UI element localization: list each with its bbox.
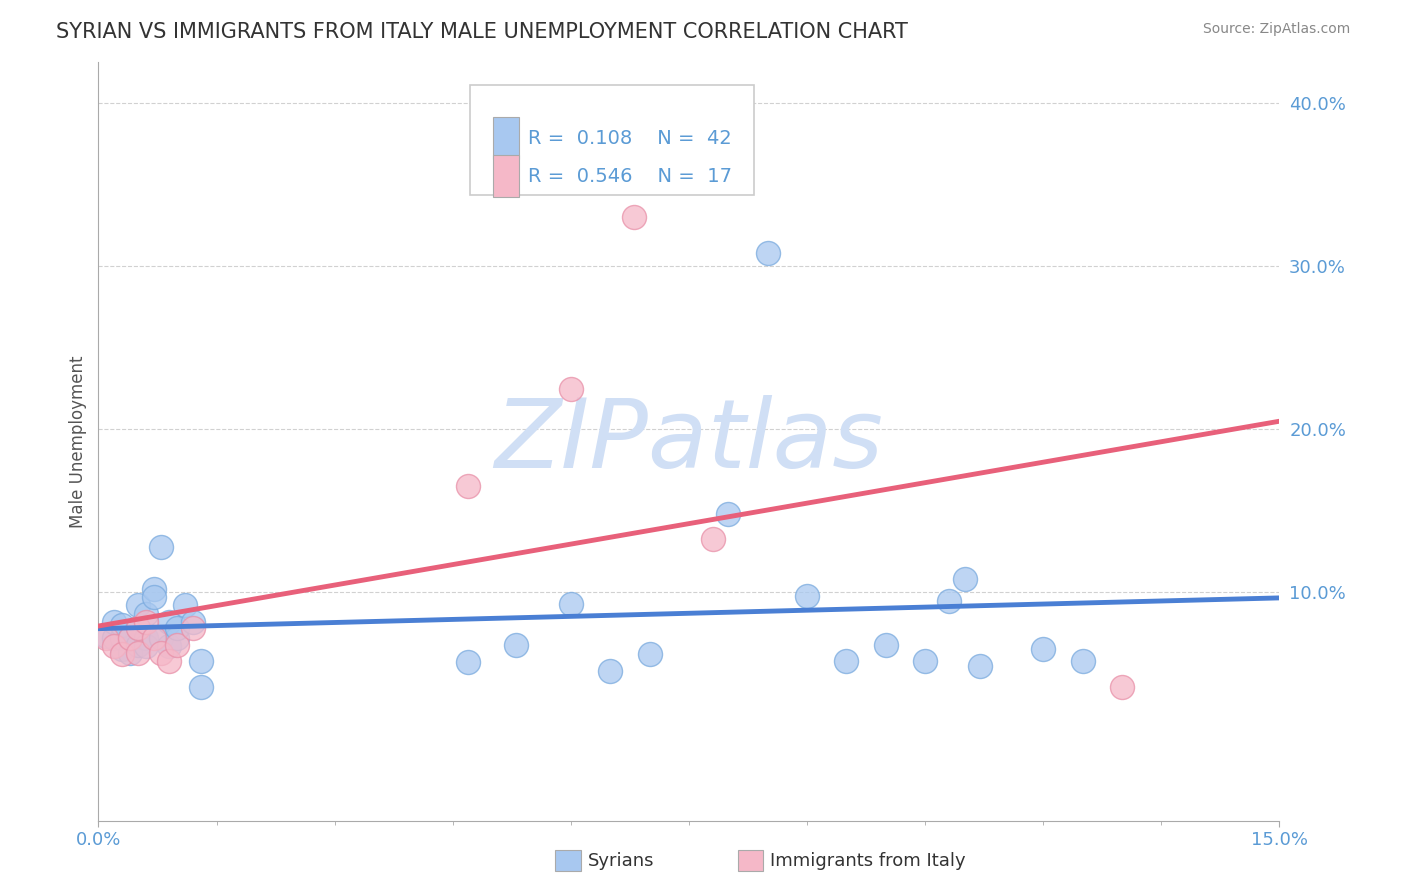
Text: Syrians: Syrians <box>588 852 654 870</box>
Point <box>118 646 141 660</box>
Point <box>127 621 149 635</box>
Point <box>118 631 141 645</box>
Point <box>127 599 149 613</box>
Point <box>150 540 173 554</box>
Point <box>135 631 157 645</box>
Point <box>717 507 740 521</box>
Point <box>938 593 960 607</box>
Point <box>111 631 134 645</box>
Text: R =  0.108    N =  42: R = 0.108 N = 42 <box>529 128 733 148</box>
Point <box>142 631 165 645</box>
Point <box>157 615 180 629</box>
Point <box>96 629 118 643</box>
Point <box>150 631 173 645</box>
Point <box>103 615 125 629</box>
Point <box>835 654 858 668</box>
Point <box>135 607 157 621</box>
Point <box>969 658 991 673</box>
Point <box>142 582 165 596</box>
Point <box>1071 654 1094 668</box>
Point <box>103 631 125 645</box>
Point <box>111 648 134 662</box>
Point <box>1032 642 1054 657</box>
Text: R =  0.546    N =  17: R = 0.546 N = 17 <box>529 167 733 186</box>
Point <box>953 572 976 586</box>
FancyBboxPatch shape <box>494 155 519 197</box>
FancyBboxPatch shape <box>494 118 519 159</box>
Point <box>190 654 212 668</box>
Point <box>127 621 149 635</box>
FancyBboxPatch shape <box>471 85 754 195</box>
Point <box>875 638 897 652</box>
Point <box>166 631 188 645</box>
Point <box>157 654 180 668</box>
Y-axis label: Male Unemployment: Male Unemployment <box>69 355 87 528</box>
Point <box>118 631 141 645</box>
Point <box>638 648 661 662</box>
Point <box>174 599 197 613</box>
Point <box>111 642 134 657</box>
Point <box>599 664 621 678</box>
Text: Source: ZipAtlas.com: Source: ZipAtlas.com <box>1202 22 1350 37</box>
Point <box>127 638 149 652</box>
Text: ZIPatlas: ZIPatlas <box>495 395 883 488</box>
Point <box>560 382 582 396</box>
Point <box>756 246 779 260</box>
Point <box>103 639 125 653</box>
Point <box>505 638 527 652</box>
Point <box>135 615 157 629</box>
Point <box>190 680 212 694</box>
Point <box>166 638 188 652</box>
Text: SYRIAN VS IMMIGRANTS FROM ITALY MALE UNEMPLOYMENT CORRELATION CHART: SYRIAN VS IMMIGRANTS FROM ITALY MALE UNE… <box>56 22 908 42</box>
Point <box>150 646 173 660</box>
Point <box>457 656 479 670</box>
Point <box>135 639 157 653</box>
Point <box>702 532 724 546</box>
Point <box>623 211 645 225</box>
Point <box>166 621 188 635</box>
Point <box>560 597 582 611</box>
Point <box>181 621 204 635</box>
Point <box>796 589 818 603</box>
Point <box>142 591 165 605</box>
Point <box>1111 680 1133 694</box>
Point <box>914 654 936 668</box>
Point <box>181 615 204 629</box>
Point <box>157 639 180 653</box>
Text: Immigrants from Italy: Immigrants from Italy <box>770 852 966 870</box>
Point <box>111 618 134 632</box>
Point <box>96 631 118 645</box>
Point <box>127 646 149 660</box>
Point <box>457 479 479 493</box>
